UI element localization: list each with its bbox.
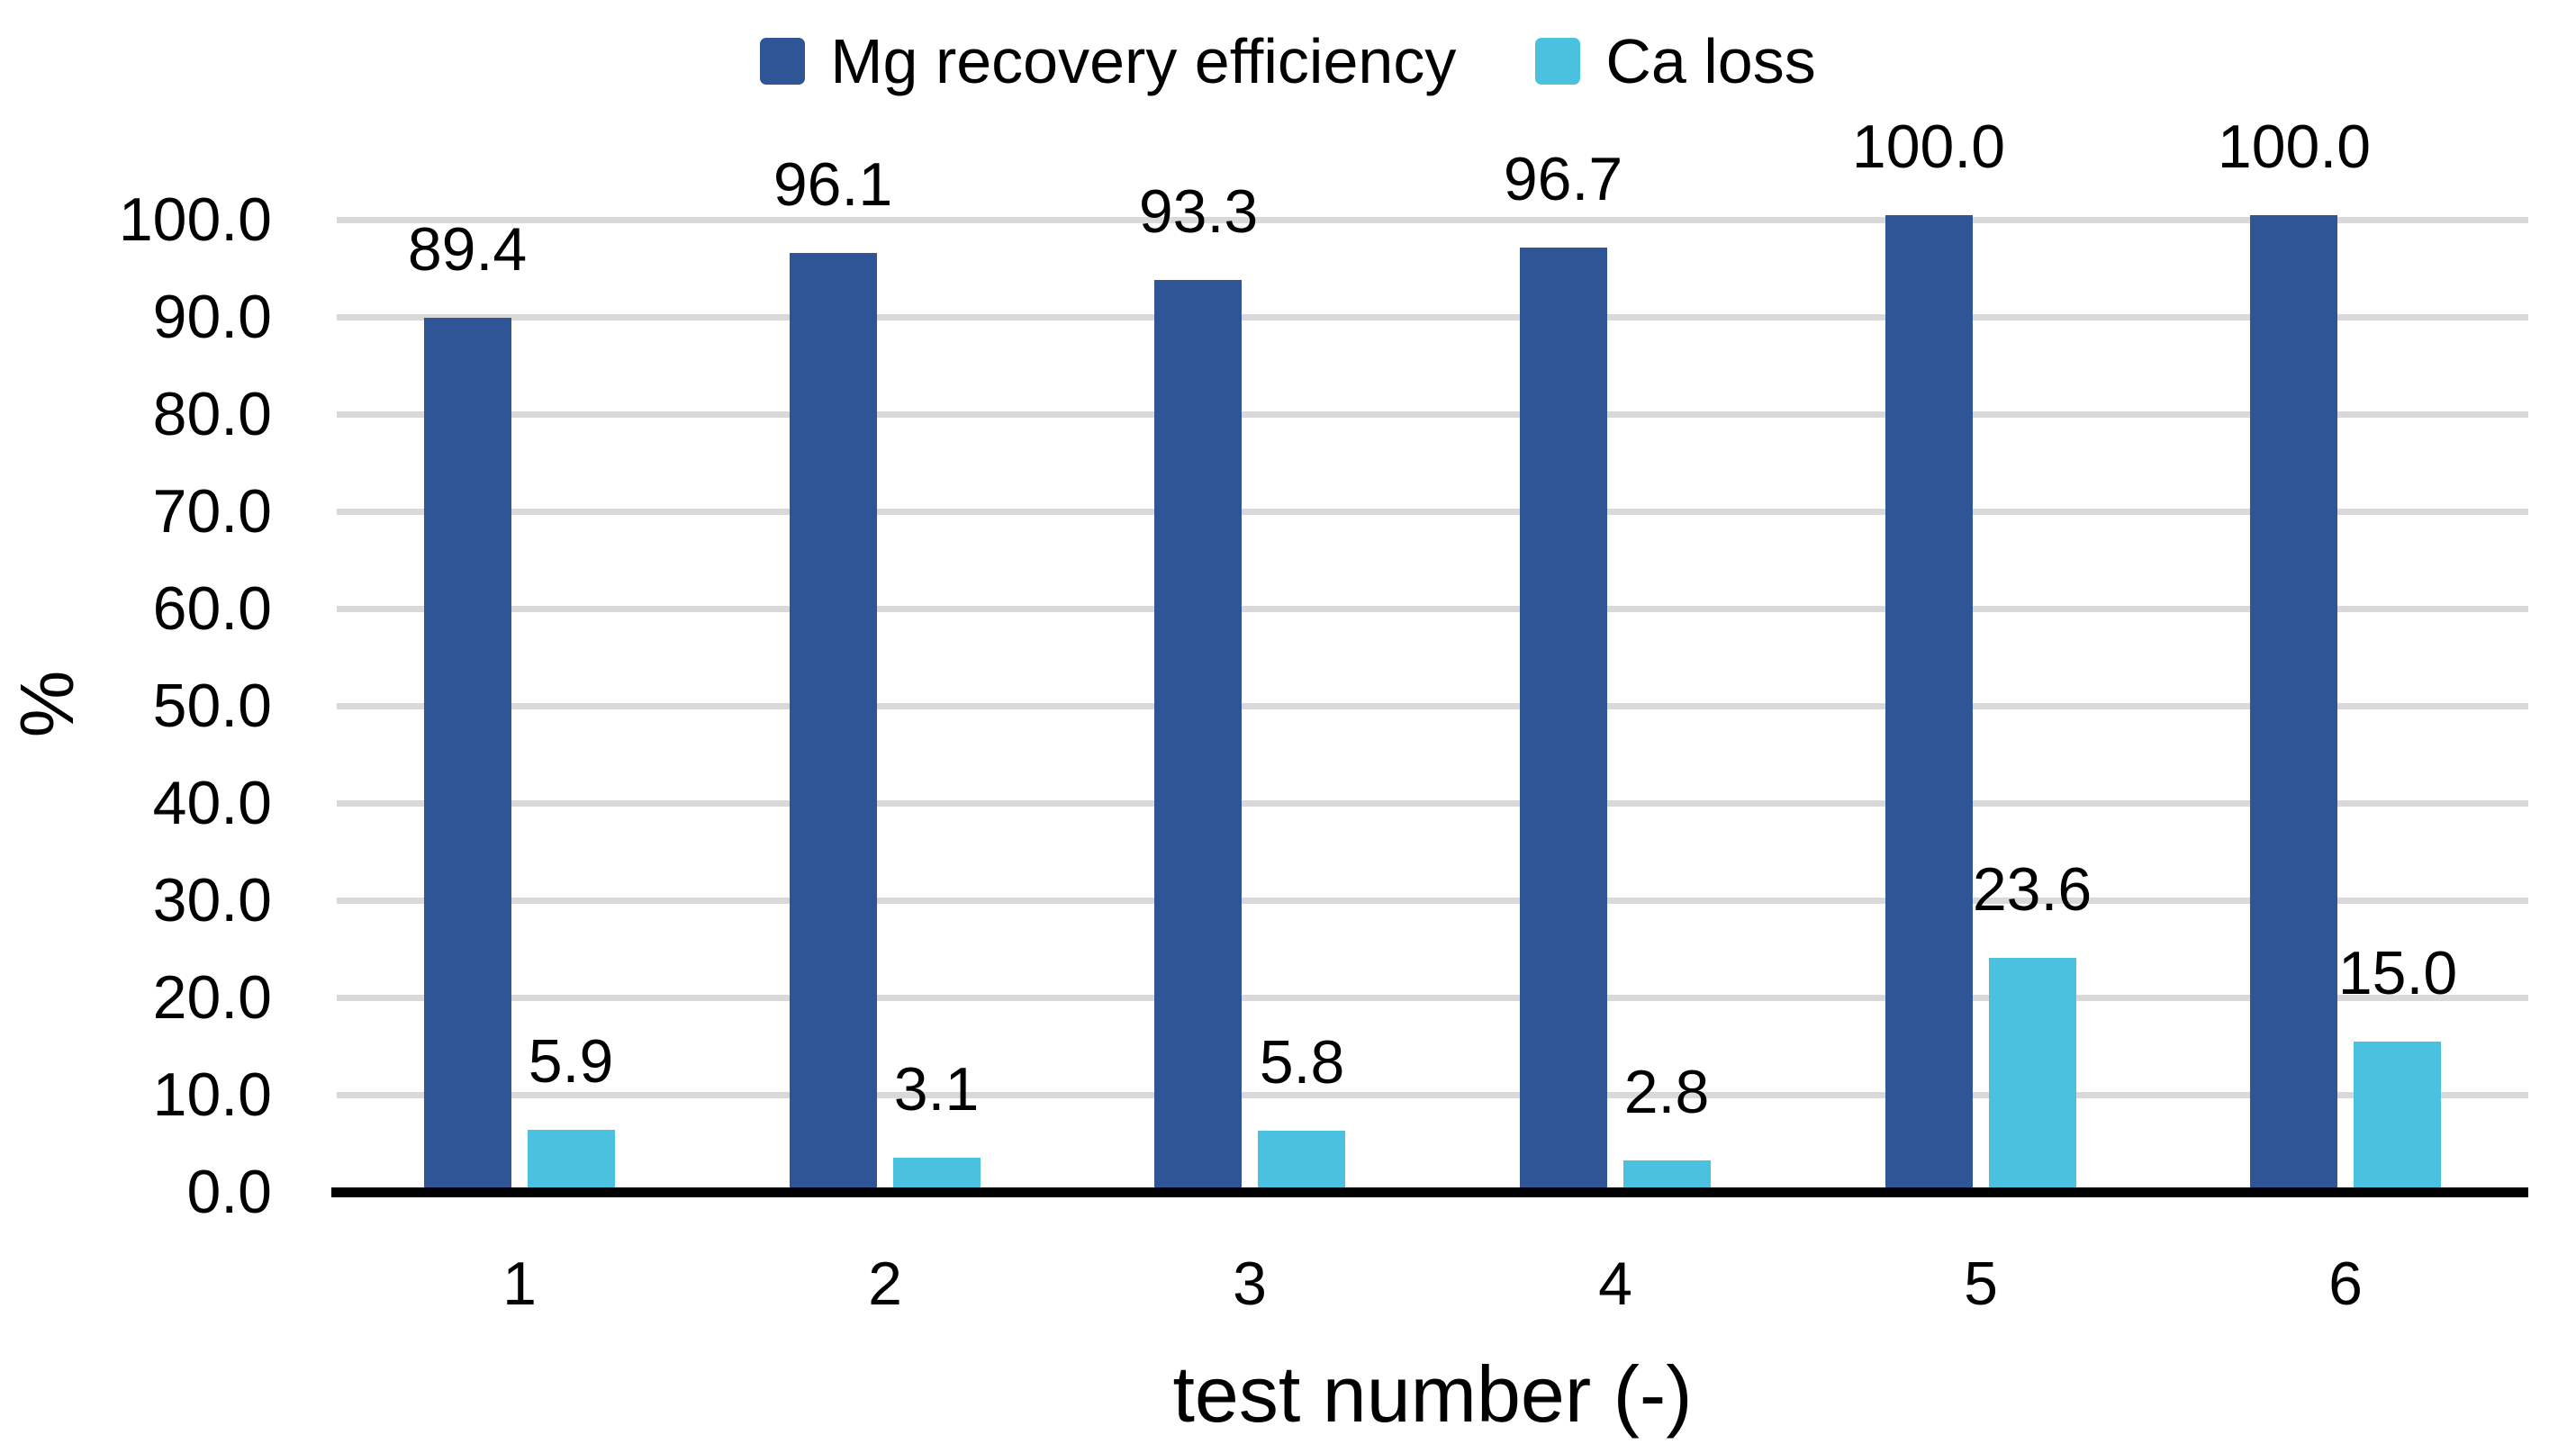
data-label-ca-loss-test-2: 3.1 [893, 1055, 980, 1124]
y-tick-label-0.0: 0.0 [186, 1158, 272, 1226]
mg-series-swatch-icon [760, 38, 806, 85]
gridline-100 [337, 217, 2528, 223]
data-label-mg-recovery-test-1: 89.4 [407, 215, 528, 284]
bar-mg-recovery-test-2 [790, 253, 877, 1187]
gridline-90 [337, 314, 2528, 320]
plot-area: 89.4 96.1 93.3 96.7 100.0 100.0 5.9 3.1 5.8 2.8 23… [331, 114, 2528, 1316]
data-label-ca-loss-test-3: 5.8 [1259, 1028, 1345, 1097]
bar-ca-loss-test-6 [2354, 1042, 2441, 1187]
x-tick-label-1: 1 [502, 1250, 537, 1318]
bar-ca-loss-test-1 [528, 1130, 615, 1187]
data-label-ca-loss-test-5: 23.6 [1972, 855, 2092, 924]
bar-mg-recovery-test-4 [1520, 248, 1607, 1187]
y-tick-label-70.0: 70.0 [152, 477, 272, 546]
y-tick-label-10.0: 10.0 [152, 1060, 272, 1129]
data-label-mg-recovery-test-2: 96.1 [773, 150, 893, 219]
legend-label-mg-recovery: Mg recovery efficiency [830, 26, 1457, 96]
data-label-ca-loss-test-1: 5.9 [528, 1027, 614, 1096]
gridline-40 [337, 800, 2528, 807]
gridline-10 [337, 1092, 2528, 1098]
y-tick-label-60.0: 60.0 [152, 574, 272, 643]
bar-ca-loss-test-3 [1258, 1131, 1345, 1187]
data-label-mg-recovery-test-6: 100.0 [2217, 113, 2372, 181]
x-axis-title: test number (-) [1172, 1349, 1693, 1439]
bar-ca-loss-test-2 [893, 1158, 981, 1187]
data-label-mg-recovery-test-4: 96.7 [1503, 145, 1623, 213]
x-tick-label-2: 2 [868, 1250, 902, 1318]
gridline-70 [337, 509, 2528, 515]
y-tick-label-30.0: 30.0 [152, 866, 272, 934]
gridline-50 [337, 703, 2528, 709]
y-tick-label-20.0: 20.0 [152, 963, 272, 1032]
data-label-mg-recovery-test-5: 100.0 [1851, 113, 2006, 181]
legend-label-ca-loss: Ca loss [1605, 26, 1816, 96]
bar-mg-recovery-test-5 [1885, 215, 1973, 1187]
y-tick-label-80.0: 80.0 [152, 380, 272, 448]
y-tick-label-40.0: 40.0 [152, 769, 272, 837]
chart-legend: Mg recovery efficiency Ca loss [0, 22, 2576, 101]
y-tick-label-50.0: 50.0 [152, 672, 272, 740]
ca-series-swatch-icon [1535, 38, 1581, 85]
gridline-60 [337, 606, 2528, 612]
legend-item-mg-recovery: Mg recovery efficiency [760, 30, 1456, 93]
bar-ca-loss-test-4 [1623, 1160, 1711, 1187]
x-axis-line [331, 1187, 2528, 1197]
bar-ca-loss-test-5 [1989, 958, 2076, 1187]
x-tick-label-6: 6 [2328, 1250, 2363, 1318]
bar-mg-recovery-test-1 [424, 318, 511, 1187]
data-label-ca-loss-test-6: 15.0 [2337, 939, 2458, 1007]
y-tick-label-90.0: 90.0 [152, 283, 272, 351]
bar-mg-recovery-test-3 [1154, 280, 1242, 1187]
legend-item-ca-loss: Ca loss [1535, 26, 1816, 96]
gridline-20 [337, 995, 2528, 1001]
bar-mg-recovery-test-6 [2250, 215, 2337, 1187]
y-tick-label-100.0: 100.0 [118, 185, 272, 254]
x-tick-label-4: 4 [1598, 1250, 1632, 1318]
gridline-30 [337, 898, 2528, 904]
x-tick-label-3: 3 [1233, 1250, 1267, 1318]
data-label-ca-loss-test-4: 2.8 [1623, 1058, 1710, 1126]
data-label-mg-recovery-test-3: 93.3 [1138, 177, 1259, 246]
x-tick-label-5: 5 [1964, 1250, 1998, 1318]
gridline-80 [337, 411, 2528, 418]
